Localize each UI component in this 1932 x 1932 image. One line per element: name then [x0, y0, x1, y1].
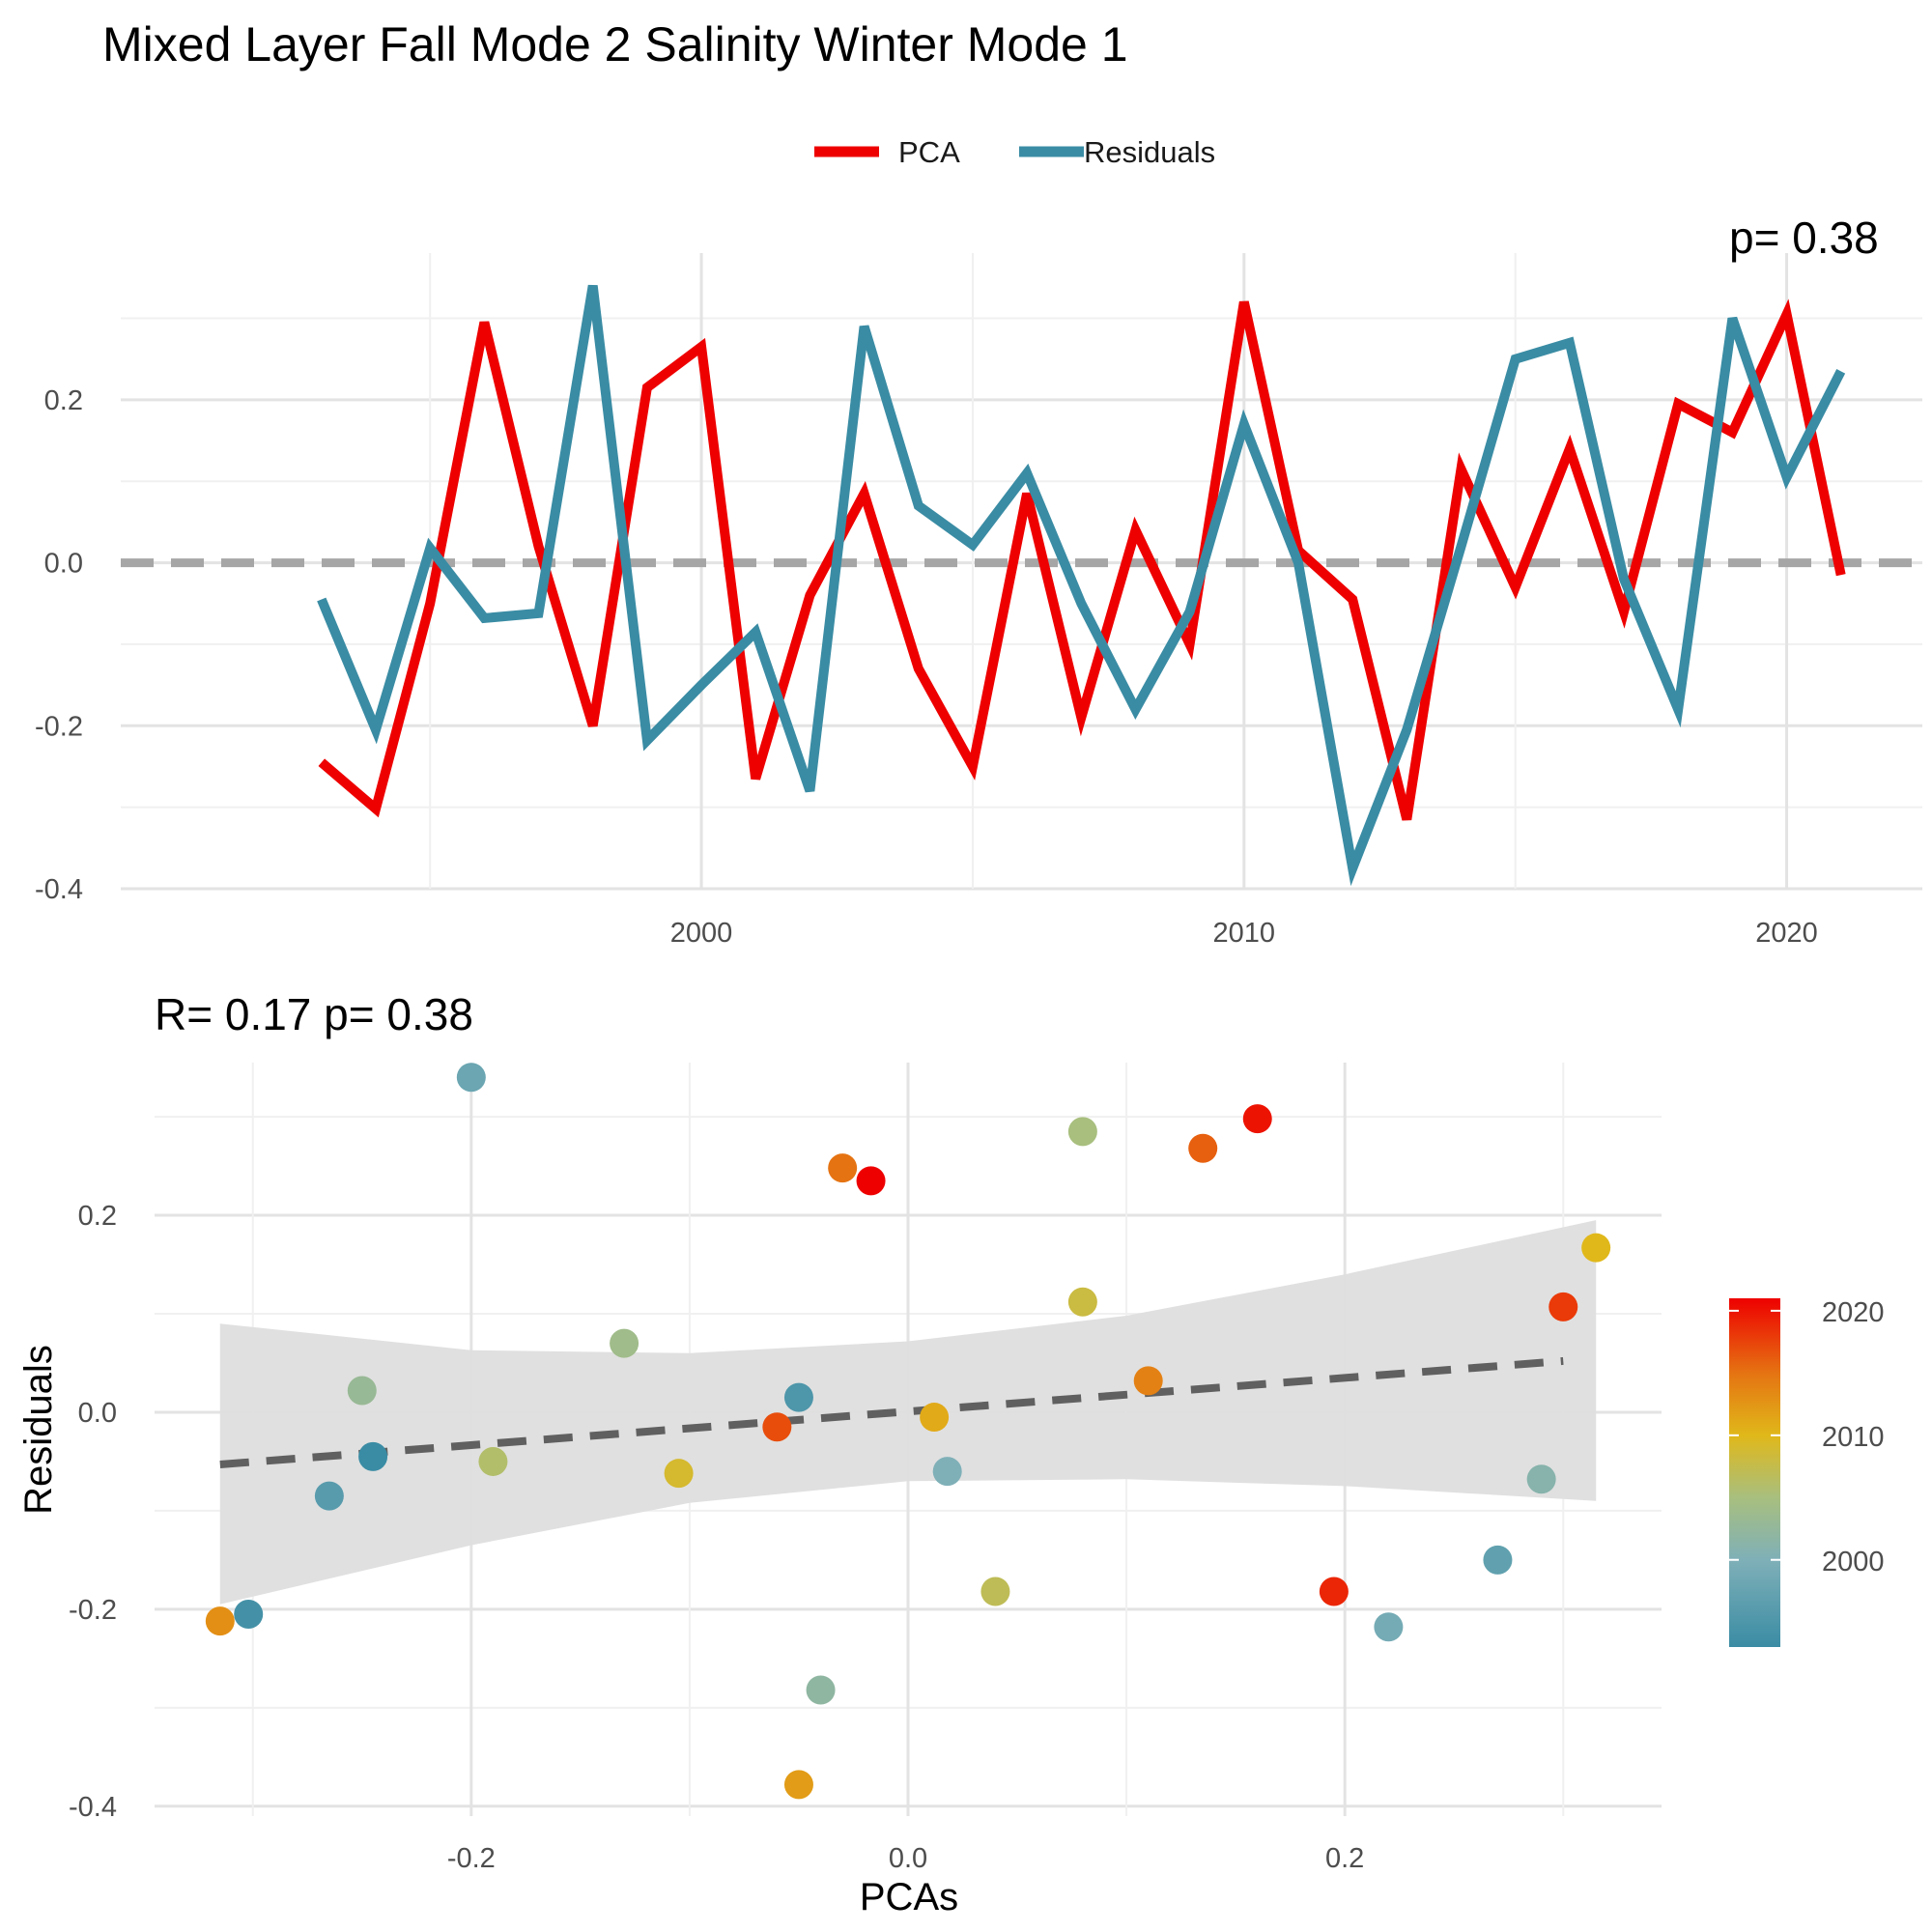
data-point — [932, 1457, 962, 1487]
x-tick-label: 0.0 — [889, 1843, 927, 1874]
data-point — [347, 1376, 377, 1406]
colorbar: 2000 2010 2020 — [1729, 1297, 1885, 1647]
data-point — [664, 1459, 694, 1489]
colorbar-tick-label: 2000 — [1822, 1547, 1885, 1577]
y-tick-label: -0.4 — [35, 874, 83, 905]
data-point — [1242, 1104, 1272, 1134]
data-point — [1483, 1545, 1513, 1575]
data-point — [205, 1606, 235, 1636]
y-axis-title: Residuals — [17, 1345, 60, 1515]
x-axis-title: PCAs — [860, 1876, 958, 1918]
data-point — [1067, 1287, 1097, 1317]
x-tick-label: -0.2 — [447, 1843, 496, 1874]
data-point — [1188, 1133, 1218, 1163]
scatter-panel: -0.4 -0.2 0.0 0.2 -0.2 0.0 0.2 PCAs Residuals — [17, 1063, 1662, 1918]
data-point — [1526, 1464, 1556, 1494]
data-point — [762, 1412, 792, 1442]
colorbar-tick-label: 2020 — [1822, 1297, 1885, 1328]
legend: PCA Residuals — [814, 135, 1215, 169]
fit-line — [219, 1356, 1564, 1468]
data-point — [783, 1382, 813, 1412]
scatter-y-ticks: -0.4 -0.2 0.0 0.2 — [69, 1201, 117, 1823]
data-point — [1319, 1577, 1349, 1606]
scatter-points — [205, 1063, 1611, 1800]
data-point — [1548, 1292, 1578, 1321]
data-point — [856, 1166, 886, 1196]
timeseries-y-ticks: -0.4 -0.2 0.0 0.2 — [35, 385, 83, 905]
x-tick-label: 2010 — [1213, 918, 1276, 949]
timeseries-panel: -0.4 -0.2 0.0 0.2 2000 2010 2020 p= 0.38 — [35, 213, 1922, 949]
corner-stat-label: p= 0.38 — [1729, 213, 1879, 263]
y-tick-label: 0.2 — [78, 1201, 117, 1232]
data-point — [980, 1577, 1010, 1606]
y-tick-label: -0.2 — [69, 1595, 117, 1626]
chart-title: Mixed Layer Fall Mode 2 Salinity Winter … — [102, 17, 1128, 71]
legend-label-pca: PCA — [898, 135, 960, 169]
data-point — [478, 1446, 508, 1476]
y-tick-label: -0.2 — [35, 711, 83, 742]
series-line-residuals — [317, 284, 1846, 887]
data-point — [1133, 1366, 1163, 1396]
data-point — [610, 1328, 639, 1358]
y-tick-label: 0.0 — [78, 1398, 117, 1429]
data-point — [234, 1599, 264, 1629]
y-tick-label: -0.4 — [69, 1792, 117, 1823]
colorbar-gradient — [1729, 1298, 1780, 1647]
x-tick-label: 2000 — [670, 918, 733, 949]
x-tick-label: 0.2 — [1325, 1843, 1364, 1874]
x-tick-label: 2020 — [1755, 918, 1818, 949]
data-point — [314, 1481, 344, 1511]
stat-label: R= 0.17 p= 0.38 — [155, 989, 473, 1039]
y-tick-label: 0.2 — [44, 385, 83, 416]
data-point — [358, 1441, 388, 1471]
data-point — [456, 1063, 486, 1093]
data-point — [828, 1153, 858, 1183]
timeseries-grid — [121, 253, 1922, 891]
data-point — [920, 1403, 950, 1433]
colorbar-tick-label: 2010 — [1822, 1422, 1885, 1453]
legend-label-residuals: Residuals — [1084, 135, 1215, 169]
scatter-x-ticks: -0.2 0.0 0.2 — [447, 1843, 1365, 1874]
colorbar-ticks: 2000 2010 2020 — [1729, 1297, 1885, 1577]
data-point — [1581, 1233, 1611, 1263]
data-point — [806, 1675, 836, 1705]
data-point — [1374, 1612, 1404, 1642]
timeseries-x-ticks: 2000 2010 2020 — [670, 918, 1818, 949]
data-point — [1067, 1117, 1097, 1147]
data-point — [783, 1770, 813, 1800]
series-line-pca — [318, 298, 1846, 821]
y-tick-label: 0.0 — [44, 549, 83, 580]
confidence-ribbon — [219, 1220, 1597, 1605]
